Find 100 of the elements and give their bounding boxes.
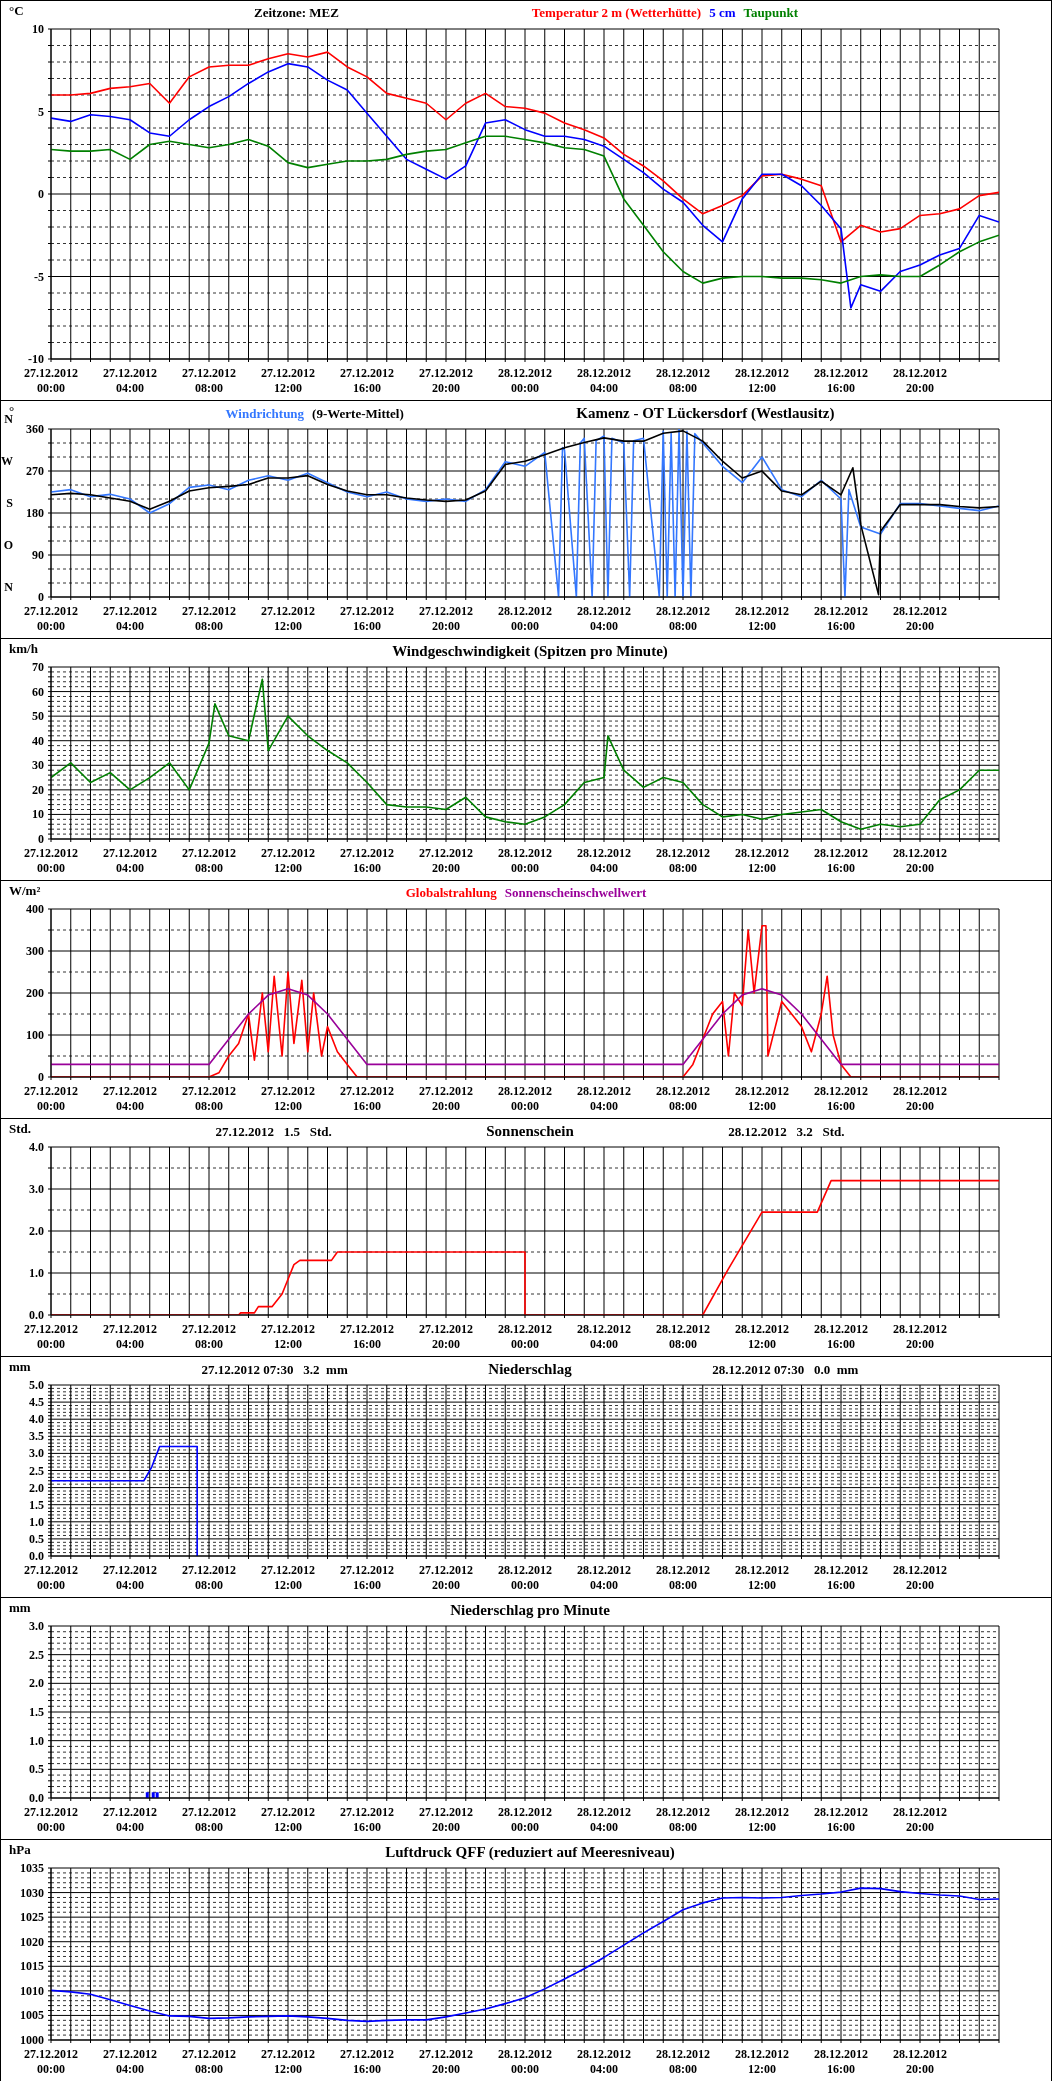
y-tick-label: 10 — [32, 807, 44, 822]
x-tick-label: 27.12.2012 20:00 — [419, 1084, 473, 1113]
y-tick-label: 270 — [26, 464, 44, 478]
x-tick-label: 27.12.2012 04:00 — [103, 604, 157, 633]
y-tick-label: 1025 — [20, 1910, 44, 1925]
x-tick-label: 27.12.2012 00:00 — [24, 1084, 78, 1113]
y-tick-label: -10 — [28, 352, 44, 366]
x-tick-label: 28.12.2012 08:00 — [656, 604, 710, 633]
x-tick-label: 28.12.2012 08:00 — [656, 366, 710, 395]
line-series — [51, 1887, 999, 2023]
x-tick-label: 27.12.2012 12:00 — [261, 366, 315, 395]
y-tick-label: 1015 — [20, 1959, 44, 1974]
x-tick-label: 28.12.2012 00:00 — [498, 1805, 552, 1834]
y-tick-label: 40 — [32, 733, 44, 748]
x-tick-label: 27.12.2012 16:00 — [340, 1805, 394, 1834]
y-tick-label: 4.5 — [29, 1395, 44, 1410]
x-tick-label: 28.12.2012 12:00 — [735, 604, 789, 633]
x-tick-label: 27.12.2012 04:00 — [103, 1084, 157, 1113]
y-tick-label: 3.0 — [29, 1182, 44, 1196]
y-tick-label: -5 — [34, 269, 44, 284]
y-axis-title: W/m² — [9, 883, 41, 899]
x-tick-label: 28.12.2012 20:00 — [893, 1084, 947, 1113]
line-series — [51, 678, 999, 830]
y-tick-label: 2.5 — [29, 1463, 44, 1478]
x-tick-label: 27.12.2012 08:00 — [182, 1322, 236, 1351]
chart-title: Windgeschwindigkeit (Spitzen pro Minute) — [392, 643, 668, 660]
x-tick-label: 28.12.2012 04:00 — [577, 604, 631, 633]
x-tick-label: 27.12.2012 20:00 — [419, 1805, 473, 1834]
y-tick-label: 1030 — [20, 1885, 44, 1900]
x-tick-label: 27.12.2012 20:00 — [419, 846, 473, 875]
y-tick-label: 70 — [32, 660, 44, 674]
x-tick-label: 27.12.2012 00:00 — [24, 1322, 78, 1351]
text: S — [6, 496, 14, 510]
x-tick-label: 27.12.2012 08:00 — [182, 1084, 236, 1113]
x-tick-label: 27.12.2012 04:00 — [103, 1805, 157, 1834]
y-tick-label: 2.0 — [29, 1676, 44, 1691]
x-tick-label: 28.12.2012 04:00 — [577, 846, 631, 875]
y-tick-label: 0.0 — [29, 1549, 44, 1563]
y-tick-label: 180 — [26, 506, 44, 520]
text: Globalstrahlung — [405, 885, 497, 900]
line-series — [51, 62, 999, 309]
y-tick-label: 1.0 — [29, 1266, 44, 1280]
x-tick-label: 28.12.2012 00:00 — [498, 604, 552, 633]
y-tick-label: 2.0 — [29, 1224, 44, 1238]
y-tick-label: 0 — [38, 590, 44, 604]
x-tick-label: 27.12.2012 16:00 — [340, 1084, 394, 1113]
x-tick-label: 27.12.2012 04:00 — [103, 1322, 157, 1351]
y-tick-label: 20 — [32, 782, 44, 797]
y-tick-label: 3.0 — [29, 1446, 44, 1461]
y-tick-label: 0.5 — [29, 1531, 44, 1546]
y-tick-label: 10 — [32, 22, 44, 36]
line-series — [51, 135, 999, 284]
y-tick-label: 400 — [26, 902, 44, 916]
y-tick-label: 60 — [32, 684, 44, 699]
text: Windrichtung — [225, 406, 305, 421]
x-tick-label: 27.12.2012 16:00 — [340, 366, 394, 395]
y-tick-label: 200 — [26, 986, 44, 1000]
x-tick-label: 27.12.2012 00:00 — [24, 366, 78, 395]
x-tick-label: 28.12.2012 12:00 — [735, 846, 789, 875]
y-tick-label: 4.0 — [29, 1140, 44, 1154]
y-tick-label: 360 — [26, 422, 44, 436]
y-tick-label: 1.5 — [29, 1705, 44, 1719]
y-axis-title: °C — [9, 3, 24, 19]
chart-title: Niederschlag pro Minute — [450, 1602, 610, 1619]
y-tick-label: 300 — [26, 944, 44, 958]
chart-title: Niederschlag — [488, 1361, 572, 1378]
x-tick-label: 28.12.2012 20:00 — [893, 1563, 947, 1592]
y-tick-label: 0 — [38, 832, 44, 846]
x-tick-label: 27.12.2012 20:00 — [419, 366, 473, 395]
x-tick-label: 27.12.2012 12:00 — [261, 1322, 315, 1351]
line-series — [51, 51, 999, 243]
y-tick-label: 5 — [38, 104, 44, 119]
x-tick-label: 28.12.2012 12:00 — [735, 1563, 789, 1592]
x-tick-label: 28.12.2012 00:00 — [498, 846, 552, 875]
x-tick-label: 27.12.2012 08:00 — [182, 366, 236, 395]
x-tick-label: 28.12.2012 16:00 — [814, 2047, 868, 2076]
text: N — [4, 412, 14, 426]
y-tick-label: 0 — [38, 187, 44, 201]
x-tick-label: 28.12.2012 12:00 — [735, 2047, 789, 2076]
x-tick-label: 27.12.2012 12:00 — [261, 604, 315, 633]
x-tick-label: 28.12.2012 12:00 — [735, 1805, 789, 1834]
x-tick-label: 27.12.2012 16:00 — [340, 2047, 394, 2076]
x-tick-label: 28.12.2012 04:00 — [577, 2047, 631, 2076]
y-tick-label: 1020 — [20, 1934, 44, 1949]
y-axis-title: mm — [9, 1600, 31, 1616]
x-tick-label: 27.12.2012 00:00 — [24, 846, 78, 875]
y-tick-label: 3.5 — [29, 1429, 44, 1444]
y-tick-label: 90 — [32, 548, 44, 562]
x-tick-label: 27.12.2012 00:00 — [24, 1563, 78, 1592]
x-tick-label: 28.12.2012 04:00 — [577, 1805, 631, 1834]
y-tick-label: 3.0 — [29, 1619, 44, 1633]
x-tick-label: 27.12.2012 20:00 — [419, 604, 473, 633]
x-tick-label: 28.12.2012 08:00 — [656, 1084, 710, 1113]
y-tick-label: 1.0 — [29, 1514, 44, 1529]
y-tick-label: 1035 — [20, 1861, 44, 1875]
text: 5 cm — [709, 5, 736, 20]
y-tick-label: 1010 — [20, 1983, 44, 1998]
x-tick-label: 27.12.2012 04:00 — [103, 846, 157, 875]
x-tick-label: 28.12.2012 00:00 — [498, 1084, 552, 1113]
x-tick-label: 28.12.2012 04:00 — [577, 1084, 631, 1113]
